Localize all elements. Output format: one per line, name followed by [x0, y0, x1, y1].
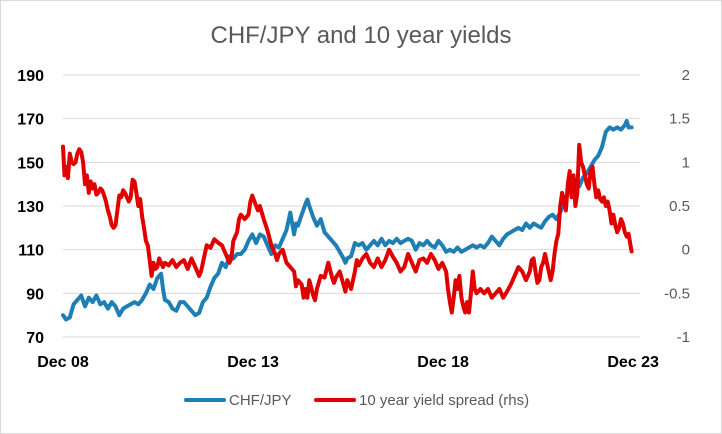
y-left-tick-label: 150 [17, 155, 44, 172]
y-right-tick-label: 0 [682, 242, 690, 259]
series-lines [61, 118, 634, 322]
y-right-tick-label: 1 [682, 154, 690, 171]
x-tick-label: Dec 13 [227, 354, 279, 371]
legend: CHF/JPY 10 year yield spread (rhs) [184, 392, 529, 409]
y-right-tick-label: 1.5 [669, 111, 690, 128]
x-tick-label: Dec 23 [607, 354, 659, 371]
series-line-chf-jpy [61, 118, 634, 322]
x-tick-label: Dec 18 [417, 354, 469, 371]
y-right-tick-label: -0.5 [664, 285, 690, 302]
series-line-yield-spread [61, 142, 634, 315]
gridlines [63, 74, 640, 338]
y-left-tick-label: 130 [17, 199, 44, 216]
y-left-tick-label: 110 [18, 243, 44, 260]
y-left-tick-label: 90 [26, 286, 44, 303]
y-left-tick-label: 170 [17, 112, 44, 129]
chart-title: CHF/JPY and 10 year yields [210, 22, 511, 49]
legend-label-yield-spread: 10 year yield spread (rhs) [359, 392, 529, 409]
y-right-tick-label: -1 [677, 329, 690, 346]
axes: 70 90 110 130 150 170 190 -1 -0.5 0 0.5 1 1.5 2 Dec 08… [17, 67, 690, 371]
y-right-tick-label: 0.5 [669, 198, 690, 215]
legend-label-chf-jpy: CHF/JPY [229, 392, 292, 409]
y-left-tick-label: 190 [17, 68, 44, 85]
y-left-tick-label: 70 [26, 330, 44, 347]
y-right-tick-label: 2 [682, 67, 690, 84]
x-tick-label: Dec 08 [37, 354, 89, 371]
